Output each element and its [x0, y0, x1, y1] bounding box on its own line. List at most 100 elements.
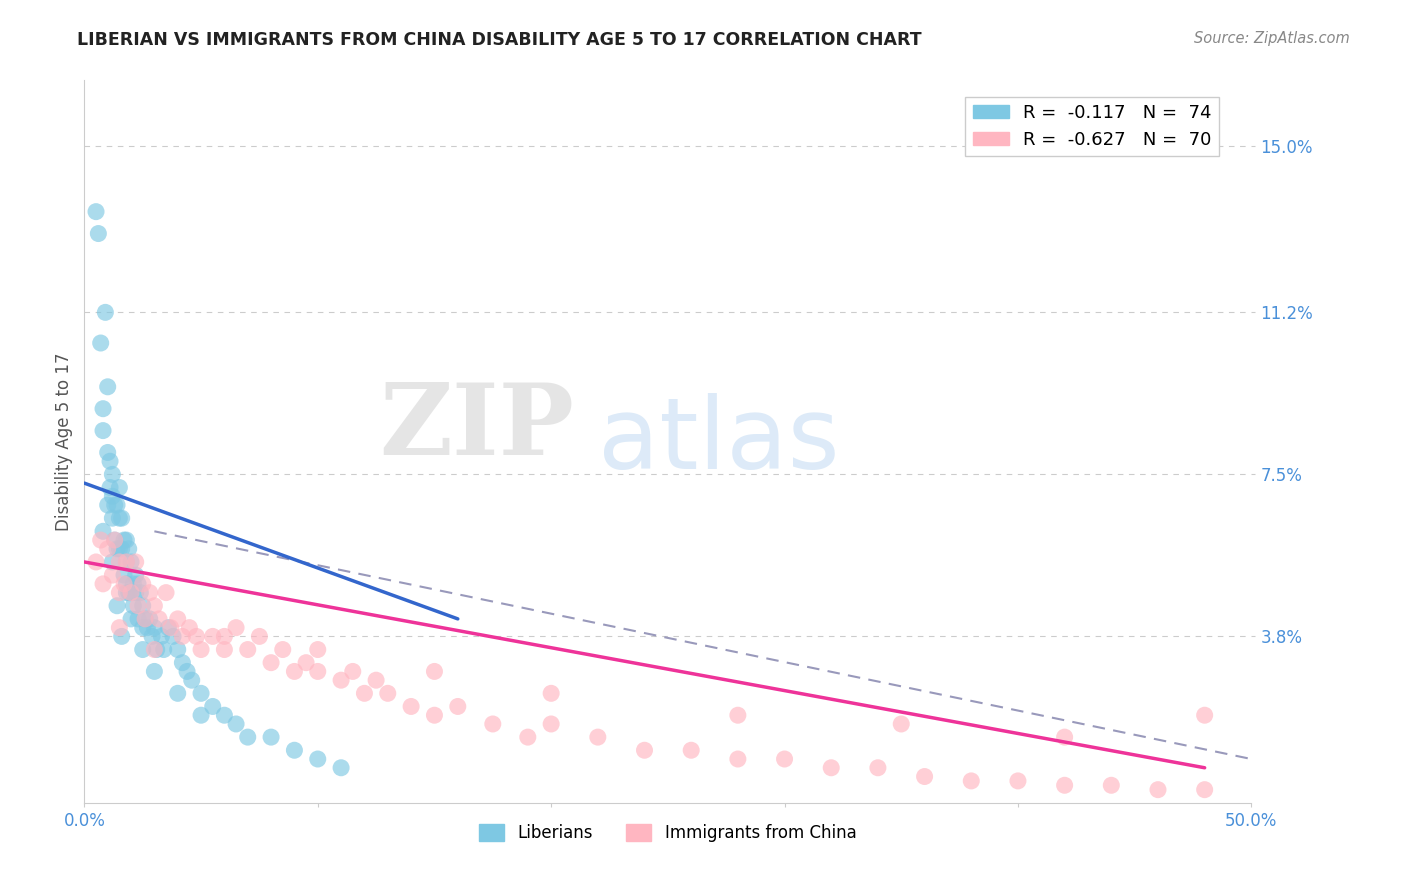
Point — [866, 761, 889, 775]
Point — [138, 612, 160, 626]
Point — [125, 585, 148, 599]
Point — [132, 577, 155, 591]
Point — [134, 612, 156, 626]
Point — [271, 642, 294, 657]
Point — [633, 743, 655, 757]
Point — [377, 686, 399, 700]
Point — [516, 730, 538, 744]
Point — [108, 511, 131, 525]
Point — [236, 730, 259, 744]
Point — [236, 642, 259, 657]
Point — [1053, 778, 1076, 792]
Point — [727, 752, 749, 766]
Point — [330, 761, 353, 775]
Point — [132, 621, 155, 635]
Point — [1007, 773, 1029, 788]
Point — [94, 305, 117, 319]
Point — [190, 686, 212, 700]
Point — [166, 686, 188, 700]
Point — [225, 621, 247, 635]
Point — [108, 555, 131, 569]
Point — [214, 708, 236, 723]
Point — [143, 665, 166, 679]
Point — [260, 656, 283, 670]
Point — [101, 511, 124, 525]
Point — [91, 577, 114, 591]
Point — [122, 599, 145, 613]
Point — [773, 752, 796, 766]
Point — [118, 541, 141, 556]
Text: atlas: atlas — [598, 393, 839, 490]
Point — [399, 699, 422, 714]
Point — [101, 467, 124, 482]
Point — [111, 511, 134, 525]
Point — [157, 621, 180, 635]
Point — [104, 498, 127, 512]
Point — [115, 585, 138, 599]
Point — [112, 577, 135, 591]
Point — [342, 665, 364, 679]
Point — [90, 533, 112, 547]
Point — [84, 555, 107, 569]
Point — [190, 642, 212, 657]
Point — [108, 541, 131, 556]
Point — [481, 717, 505, 731]
Point — [447, 699, 470, 714]
Point — [166, 612, 188, 626]
Point — [115, 555, 138, 569]
Point — [101, 568, 124, 582]
Point — [122, 577, 145, 591]
Point — [820, 761, 842, 775]
Point — [143, 642, 166, 657]
Point — [166, 642, 188, 657]
Point — [1194, 708, 1216, 723]
Point — [190, 708, 212, 723]
Point — [295, 656, 318, 670]
Point — [283, 665, 305, 679]
Point — [98, 481, 121, 495]
Point — [330, 673, 353, 688]
Point — [201, 629, 224, 643]
Point — [172, 629, 194, 643]
Point — [307, 642, 329, 657]
Point — [112, 568, 135, 582]
Point — [353, 686, 375, 700]
Point — [260, 730, 283, 744]
Point — [104, 533, 127, 547]
Point — [125, 568, 148, 582]
Point — [423, 665, 446, 679]
Point — [87, 227, 110, 241]
Point — [125, 555, 148, 569]
Point — [214, 642, 236, 657]
Point — [115, 577, 138, 591]
Point — [225, 717, 247, 731]
Point — [180, 673, 202, 688]
Point — [91, 524, 114, 539]
Point — [176, 665, 198, 679]
Point — [1147, 782, 1170, 797]
Point — [134, 612, 156, 626]
Point — [162, 629, 184, 643]
Point — [148, 612, 170, 626]
Point — [97, 541, 120, 556]
Point — [104, 533, 127, 547]
Point — [890, 717, 912, 731]
Point — [120, 555, 142, 569]
Point — [201, 699, 224, 714]
Point — [138, 585, 160, 599]
Point — [150, 629, 173, 643]
Point — [307, 752, 329, 766]
Point — [127, 599, 149, 613]
Point — [914, 770, 936, 784]
Point — [120, 585, 142, 599]
Text: Source: ZipAtlas.com: Source: ZipAtlas.com — [1194, 31, 1350, 46]
Point — [101, 555, 124, 569]
Point — [105, 541, 128, 556]
Point — [118, 585, 141, 599]
Point — [307, 665, 329, 679]
Point — [84, 204, 107, 219]
Point — [727, 708, 749, 723]
Point — [108, 481, 131, 495]
Point — [112, 533, 135, 547]
Point — [97, 498, 120, 512]
